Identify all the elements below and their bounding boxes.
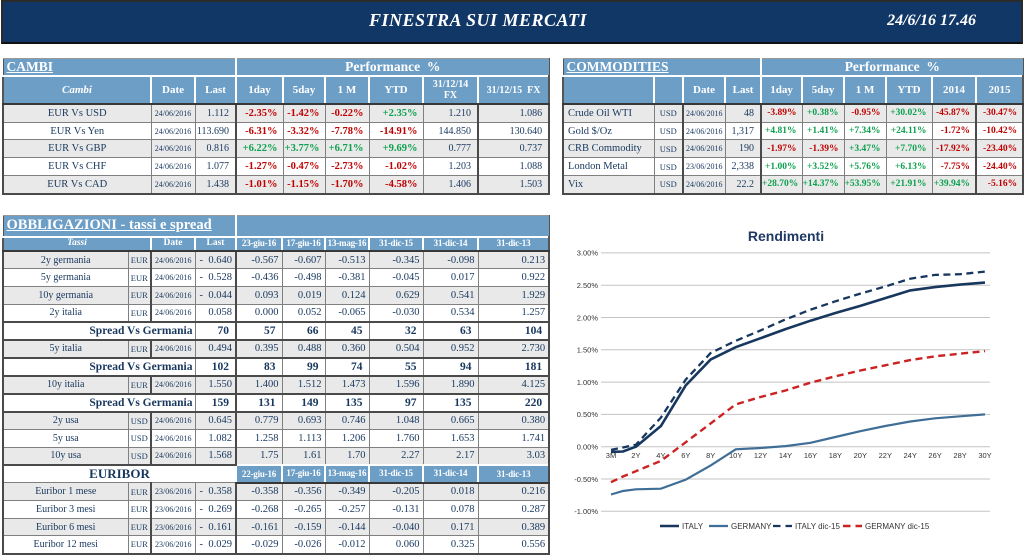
svg-text:1.00%: 1.00% bbox=[577, 378, 599, 387]
svg-text:3.00%: 3.00% bbox=[577, 249, 599, 258]
svg-text:3M: 3M bbox=[606, 451, 616, 460]
svg-text:22Y: 22Y bbox=[879, 451, 892, 460]
svg-text:0.00%: 0.00% bbox=[577, 443, 599, 452]
svg-text:20Y: 20Y bbox=[854, 451, 867, 460]
svg-text:24Y: 24Y bbox=[904, 451, 917, 460]
svg-text:8Y: 8Y bbox=[706, 451, 715, 460]
svg-text:0.50%: 0.50% bbox=[577, 410, 599, 419]
svg-text:ITALY: ITALY bbox=[682, 522, 704, 531]
svg-text:26Y: 26Y bbox=[928, 451, 941, 460]
svg-text:-1.00%: -1.00% bbox=[574, 507, 598, 516]
svg-text:GERMANY: GERMANY bbox=[731, 522, 772, 531]
svg-text:12Y: 12Y bbox=[754, 451, 767, 460]
svg-text:28Y: 28Y bbox=[953, 451, 966, 460]
svg-text:Rendimenti: Rendimenti bbox=[748, 228, 824, 244]
svg-text:18Y: 18Y bbox=[829, 451, 842, 460]
svg-text:-0.50%: -0.50% bbox=[574, 475, 598, 484]
svg-text:30Y: 30Y bbox=[978, 451, 991, 460]
svg-text:4Y: 4Y bbox=[656, 451, 665, 460]
svg-text:2Y: 2Y bbox=[631, 451, 640, 460]
svg-text:ITALY dic-15: ITALY dic-15 bbox=[795, 522, 840, 531]
svg-text:16Y: 16Y bbox=[804, 451, 817, 460]
svg-text:1.50%: 1.50% bbox=[577, 346, 599, 355]
svg-text:6Y: 6Y bbox=[681, 451, 690, 460]
svg-text:2.00%: 2.00% bbox=[577, 313, 599, 322]
svg-text:14Y: 14Y bbox=[779, 451, 792, 460]
svg-text:10Y: 10Y bbox=[729, 451, 742, 460]
svg-text:GERMANY dic-15: GERMANY dic-15 bbox=[865, 522, 930, 531]
svg-text:2.50%: 2.50% bbox=[577, 281, 599, 290]
